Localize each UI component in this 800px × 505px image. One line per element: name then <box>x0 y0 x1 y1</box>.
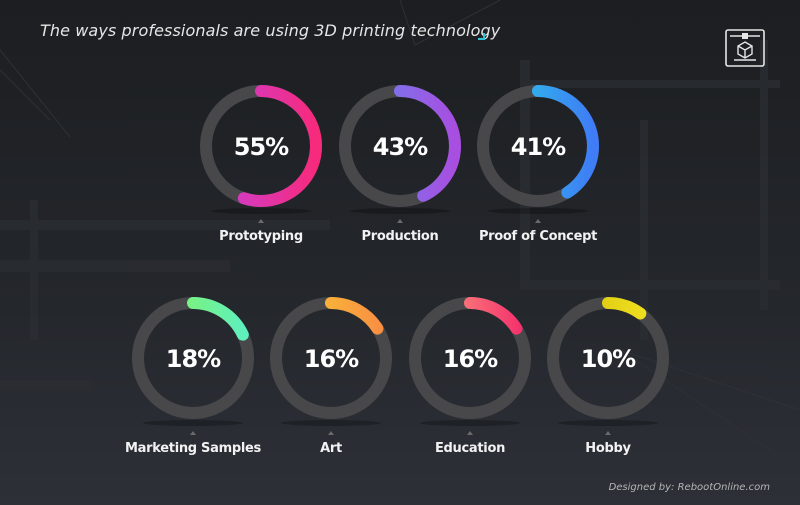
donut-arc <box>132 297 254 419</box>
donut-art: 16% Art <box>270 297 392 456</box>
pointer-triangle-icon <box>258 219 264 223</box>
category-label: Proof of Concept <box>479 229 597 244</box>
pointer-triangle-icon <box>328 431 334 435</box>
pointer-triangle-icon <box>605 431 611 435</box>
donut-marketing-samples: 18% Marketing Samples <box>125 297 262 456</box>
donut-shadow <box>143 420 243 426</box>
donut-arc <box>477 85 599 207</box>
donut-shadow <box>211 208 311 214</box>
donut-education: 16% Education <box>409 297 531 456</box>
category-label: Hobby <box>585 441 631 456</box>
3d-printer-icon <box>725 29 765 67</box>
category-label: Art <box>320 441 342 456</box>
category-label: Education <box>435 441 505 456</box>
donut-shadow <box>350 208 450 214</box>
donut-shadow <box>558 420 658 426</box>
donut-shadow <box>488 208 588 214</box>
donut-arc <box>409 297 531 419</box>
page-title: The ways professionals are using 3D prin… <box>40 21 501 40</box>
pointer-triangle-icon <box>535 219 541 223</box>
donut-production: 43% Production <box>339 85 461 244</box>
percent-label: 43% <box>373 133 428 161</box>
category-label: Marketing Samples <box>125 441 261 456</box>
donut-prototyping: 55% Prototyping <box>200 85 322 244</box>
percent-label: 16% <box>304 345 359 373</box>
credit-text: Designed by: RebootOnline.com <box>608 482 770 493</box>
donut-arc <box>339 85 461 207</box>
donut-shadow <box>281 420 381 426</box>
corner-accent-icon <box>478 33 485 40</box>
percent-label: 55% <box>234 133 289 161</box>
pointer-triangle-icon <box>467 431 473 435</box>
donut-hobby: 10% Hobby <box>547 297 669 456</box>
donut-arc <box>200 85 322 207</box>
pointer-triangle-icon <box>397 219 403 223</box>
percent-label: 10% <box>581 345 636 373</box>
donut-proof-of-concept: 41% Proof of Concept <box>477 85 599 244</box>
percent-label: 18% <box>166 345 221 373</box>
category-label: Production <box>362 229 439 244</box>
percent-label: 41% <box>511 133 566 161</box>
donut-shadow <box>420 420 520 426</box>
donut-arc <box>270 297 392 419</box>
category-label: Prototyping <box>219 229 303 244</box>
pointer-triangle-icon <box>190 431 196 435</box>
percent-label: 16% <box>443 345 498 373</box>
donut-arc <box>547 297 669 419</box>
